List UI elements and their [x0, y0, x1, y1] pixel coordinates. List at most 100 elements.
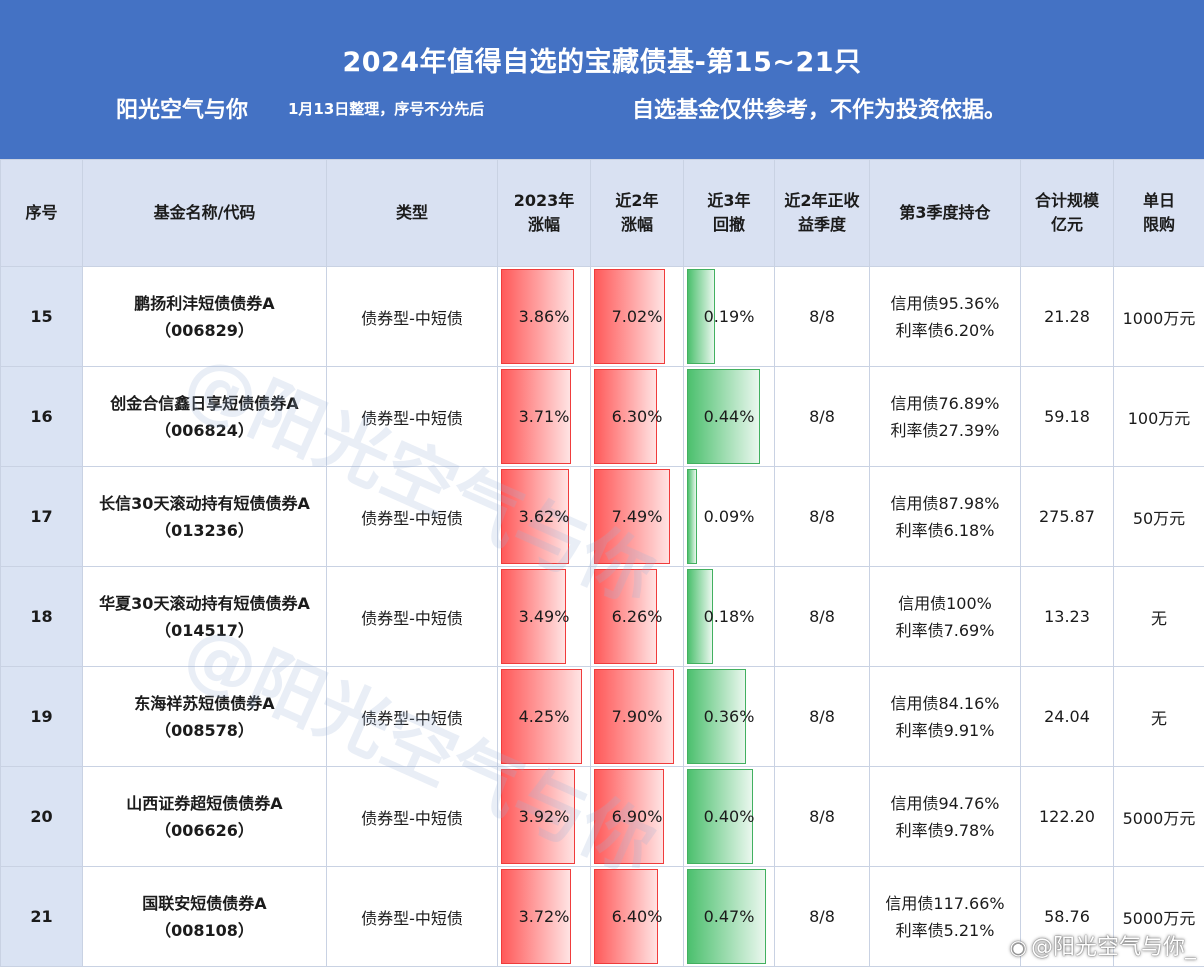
drawdown-3y-cell: 0.18% [683, 566, 775, 667]
return-2y-value: 7.49% [611, 507, 663, 526]
fund-name-cell: 华夏30天滚动持有短债债券A （014517） [82, 566, 327, 667]
positive-seasons: 8/8 [774, 866, 870, 967]
drawdown-3y-bar [687, 369, 761, 464]
table-row: 16 创金合信鑫日享短债债券A （006824） 债券型-中短债 3.71% 6.30% 0… [0, 366, 1204, 467]
purchase-limit: 无 [1113, 566, 1204, 667]
positive-seasons: 8/8 [774, 666, 870, 767]
drawdown-3y-value: 0.36% [703, 707, 755, 726]
fund-name: 华夏30天滚动持有短债债券A [99, 593, 310, 613]
return-2023-value: 4.25% [518, 707, 570, 726]
holdings-cell: 信用债76.89% 利率债27.39% [869, 366, 1021, 467]
row-seq: 20 [0, 766, 83, 867]
return-2023-bar [501, 269, 574, 364]
holding-credit: 信用债100% [898, 593, 992, 613]
drawdown-3y-cell: 0.09% [683, 466, 775, 567]
drawdown-3y-cell: 0.40% [683, 766, 775, 867]
return-2023-value: 3.72% [518, 907, 570, 926]
table-row: 21 国联安短债债券A （008108） 债券型-中短债 3.72% 6.40% 0.47%… [0, 866, 1204, 967]
fund-type: 债券型-中短债 [326, 566, 498, 667]
return-2y-cell: 6.26% [590, 566, 684, 667]
header-row: 序号 基金名称/代码 类型 2023年 涨幅 近2年 涨幅 近3年 回撤 近2年正收益… [0, 159, 1204, 267]
drawdown-3y-value: 0.40% [703, 807, 755, 826]
return-2023-bar [501, 869, 572, 964]
row-seq: 19 [0, 666, 83, 767]
holdings-cell: 信用债87.98% 利率债6.18% [869, 466, 1021, 567]
positive-seasons: 8/8 [774, 266, 870, 367]
drawdown-3y-cell: 0.47% [683, 866, 775, 967]
purchase-limit: 1000万元 [1113, 266, 1204, 367]
positive-seasons: 8/8 [774, 766, 870, 867]
purchase-limit: 50万元 [1113, 466, 1204, 567]
positive-seasons: 8/8 [774, 566, 870, 667]
return-2y-cell: 6.90% [590, 766, 684, 867]
disclaimer: 自选基金仅供参考，不作为投资依据。 [632, 98, 1007, 123]
holding-credit: 信用债95.36% [890, 293, 1000, 313]
row-seq: 18 [0, 566, 83, 667]
return-2y-bar [594, 369, 657, 464]
drawdown-3y-cell: 0.44% [683, 366, 775, 467]
table-row: 15 鹏扬利沣短债债券A （006829） 债券型-中短债 3.86% 7.02% 0.19… [0, 266, 1204, 367]
holding-rate: 利率债9.91% [895, 720, 995, 740]
return-2y-cell: 7.90% [590, 666, 684, 767]
holding-rate: 利率债27.39% [890, 420, 1000, 440]
return-2y-bar [594, 669, 675, 764]
fund-scale: 21.28 [1020, 266, 1114, 367]
fund-name: 创金合信鑫日享短债债券A [110, 393, 299, 413]
table-row: 18 华夏30天滚动持有短债债券A （014517） 债券型-中短债 3.49% 6.26… [0, 566, 1204, 667]
fund-name-cell: 创金合信鑫日享短债债券A （006824） [82, 366, 327, 467]
drawdown-3y-value: 0.09% [703, 507, 755, 526]
fund-code: （014517） [155, 620, 254, 640]
fund-scale: 122.20 [1020, 766, 1114, 867]
return-2023-bar [501, 569, 567, 664]
row-seq: 15 [0, 266, 83, 367]
fund-scale: 24.04 [1020, 666, 1114, 767]
table-row: 20 山西证券超短债债券A （006626） 债券型-中短债 3.92% 6.90% 0.4… [0, 766, 1204, 867]
fund-name: 东海祥苏短债债券A [134, 693, 275, 713]
fund-name-cell: 山西证券超短债债券A （006626） [82, 766, 327, 867]
return-2023-value: 3.71% [518, 407, 570, 426]
holdings-cell: 信用债94.76% 利率债9.78% [869, 766, 1021, 867]
weibo-logo-icon: ◉ [1009, 935, 1027, 959]
column-header-name: 基金名称/代码 [82, 159, 327, 267]
holding-rate: 利率债7.69% [895, 620, 995, 640]
return-2023-bar [501, 669, 582, 764]
purchase-limit: 5000万元 [1113, 766, 1204, 867]
holdings-cell: 信用债100% 利率债7.69% [869, 566, 1021, 667]
weibo-handle: @阳光空气与你_ [1030, 935, 1196, 960]
return-2y-cell: 7.49% [590, 466, 684, 567]
return-2y-value: 7.90% [611, 707, 663, 726]
holding-rate: 利率债6.18% [895, 520, 995, 540]
fund-type: 债券型-中短债 [326, 866, 498, 967]
positive-seasons: 8/8 [774, 366, 870, 467]
return-2y-cell: 6.30% [590, 366, 684, 467]
weibo-credit: ◉ @阳光空气与你_ [1010, 929, 1196, 961]
return-2023-value: 3.92% [518, 807, 570, 826]
fund-name-cell: 长信30天滚动持有短债债券A （013236） [82, 466, 327, 567]
fund-name: 长信30天滚动持有短债债券A [99, 493, 310, 513]
return-2y-value: 7.02% [611, 307, 663, 326]
table-row: 17 长信30天滚动持有短债债券A （013236） 债券型-中短债 3.62% 7.49… [0, 466, 1204, 567]
return-2y-cell: 6.40% [590, 866, 684, 967]
return-2y-bar [594, 769, 664, 864]
return-2023-bar [501, 769, 576, 864]
fund-name: 鹏扬利沣短债债券A [134, 293, 275, 313]
drawdown-3y-bar [687, 269, 716, 364]
drawdown-3y-value: 0.18% [703, 607, 755, 626]
fund-code: （013236） [155, 520, 254, 540]
return-2y-bar [594, 469, 671, 564]
drawdown-3y-cell: 0.36% [683, 666, 775, 767]
drawdown-3y-bar [687, 869, 766, 964]
return-2023-value: 3.62% [518, 507, 570, 526]
column-header-type: 类型 [326, 159, 498, 267]
return-2y-value: 6.90% [611, 807, 663, 826]
return-2y-cell: 7.02% [590, 266, 684, 367]
fund-name: 国联安短债债券A [142, 893, 267, 913]
table-row: 19 东海祥苏短债债券A （008578） 债券型-中短债 4.25% 7.90% 0.36… [0, 666, 1204, 767]
column-header-limit: 单日 限购 [1113, 159, 1204, 267]
column-header-seq: 序号 [0, 159, 83, 267]
return-2y-bar [594, 269, 665, 364]
return-2y-value: 6.26% [611, 607, 663, 626]
fund-code: （008108） [155, 920, 254, 940]
drawdown-3y-bar [687, 569, 714, 664]
fund-table: 序号 基金名称/代码 类型 2023年 涨幅 近2年 涨幅 近3年 回撤 近2年正收益… [0, 159, 1204, 967]
